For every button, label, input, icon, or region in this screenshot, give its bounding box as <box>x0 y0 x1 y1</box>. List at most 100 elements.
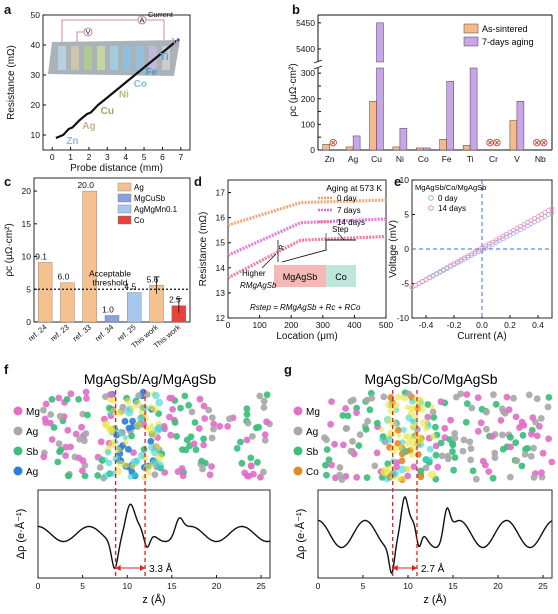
atom <box>510 394 517 402</box>
y-tick-label: 0 <box>404 244 409 254</box>
y-tick-label: 15 <box>22 219 32 229</box>
atom <box>190 440 198 448</box>
charge-density <box>107 410 113 417</box>
x-tick-label: 1 <box>68 152 73 162</box>
atom <box>432 451 440 459</box>
atom <box>192 446 200 454</box>
charge-density <box>132 471 139 479</box>
atom <box>55 440 63 448</box>
x-tick-label: 7 <box>178 152 183 162</box>
atom <box>65 472 73 480</box>
panel-d-frame <box>227 179 387 319</box>
atom <box>451 434 459 442</box>
charge-density <box>112 455 121 463</box>
legend-atom-icon <box>13 406 23 416</box>
data-point <box>437 269 443 274</box>
x-tick-label: 5 <box>80 581 85 591</box>
x-tick-label: 400 <box>347 320 361 330</box>
atom <box>485 468 493 475</box>
data-point <box>427 275 432 280</box>
panel-a: 0 1 2 3 4 5 6 7 10 20 30 40 50 Probe distance (mm) Res… <box>6 10 191 174</box>
x-tick-label: 0 <box>50 152 55 162</box>
atom <box>125 424 133 432</box>
y-tick-label: 13 <box>216 288 226 298</box>
atom <box>467 456 475 464</box>
atom <box>468 404 476 412</box>
charge-density <box>419 418 429 428</box>
bar <box>423 147 431 151</box>
profile-frame <box>37 489 271 579</box>
x-tick-label: 20 <box>212 581 222 591</box>
voltmeter-icon <box>83 27 93 37</box>
element-label: Ni <box>119 90 129 101</box>
atom <box>460 436 468 444</box>
atom <box>444 455 452 463</box>
atom <box>441 424 449 432</box>
y-axis-label: Resistance (mΩ) <box>6 45 17 120</box>
data-point <box>430 273 436 278</box>
charge-density <box>122 439 129 446</box>
charge-density <box>149 430 158 439</box>
bar <box>439 138 447 151</box>
y-tick-label: 16 <box>216 213 226 223</box>
charge-density <box>133 421 143 430</box>
legend-atom-icon <box>293 406 303 416</box>
x-tick-label: 20 <box>493 581 503 591</box>
y-tick-label: 0 <box>26 317 31 327</box>
charge-density <box>102 457 108 463</box>
atom <box>342 425 350 432</box>
charge-density <box>413 433 421 441</box>
legend-label: Sb <box>306 447 319 458</box>
data-label: 4.5 <box>124 282 136 292</box>
y-tick-label: 5 <box>26 284 31 294</box>
atom <box>322 461 329 469</box>
data-point <box>511 227 516 233</box>
charge-density <box>418 405 426 413</box>
atom <box>497 417 505 424</box>
x-tick-label: 4 <box>123 152 128 162</box>
atom <box>81 472 89 480</box>
charge-density <box>410 443 419 452</box>
charge-density <box>398 465 407 474</box>
atom <box>129 417 137 425</box>
atom <box>373 449 381 457</box>
charge-density <box>408 405 415 412</box>
bar <box>416 147 424 151</box>
y-tick-label: 5400 <box>296 44 315 54</box>
atom <box>548 458 556 466</box>
bar <box>509 120 518 151</box>
data-point <box>434 271 439 276</box>
charge-density <box>429 433 437 440</box>
legend-swatch <box>117 193 132 203</box>
charge-density <box>397 444 404 451</box>
atom <box>206 471 214 479</box>
atom <box>521 451 529 458</box>
y-tick-label: 20 <box>22 186 32 196</box>
atom <box>432 442 440 450</box>
legend-label: Mg <box>26 407 40 418</box>
data-point <box>507 229 513 235</box>
charge-density <box>405 433 413 441</box>
bar <box>446 81 454 151</box>
atom <box>179 446 186 453</box>
atom <box>63 396 71 403</box>
atom <box>371 462 379 470</box>
atom <box>167 431 175 439</box>
legend-label: Ag <box>26 427 38 438</box>
atom <box>94 472 102 479</box>
atom <box>356 431 364 438</box>
atom <box>195 425 203 432</box>
charge-density <box>138 451 146 460</box>
data-point <box>479 245 485 251</box>
atom <box>380 393 388 401</box>
x-tick-label: 200 <box>284 320 298 330</box>
atom <box>62 452 69 459</box>
bar <box>462 145 471 151</box>
chart-title: Aging at 573 K <box>326 183 382 193</box>
x-tick-label: Nb <box>535 154 546 164</box>
atom <box>544 403 552 411</box>
atom <box>102 393 109 400</box>
bar <box>516 101 525 151</box>
